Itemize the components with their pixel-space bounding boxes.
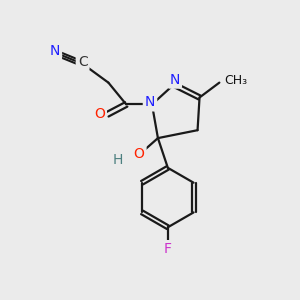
- Text: N: N: [169, 73, 180, 87]
- Text: N: N: [50, 44, 60, 58]
- Text: C: C: [78, 55, 88, 69]
- Text: CH₃: CH₃: [224, 74, 248, 87]
- Text: N: N: [145, 95, 155, 110]
- Text: F: F: [164, 242, 172, 256]
- Text: O: O: [94, 107, 105, 121]
- Text: O: O: [134, 147, 145, 161]
- Text: H: H: [113, 153, 124, 167]
